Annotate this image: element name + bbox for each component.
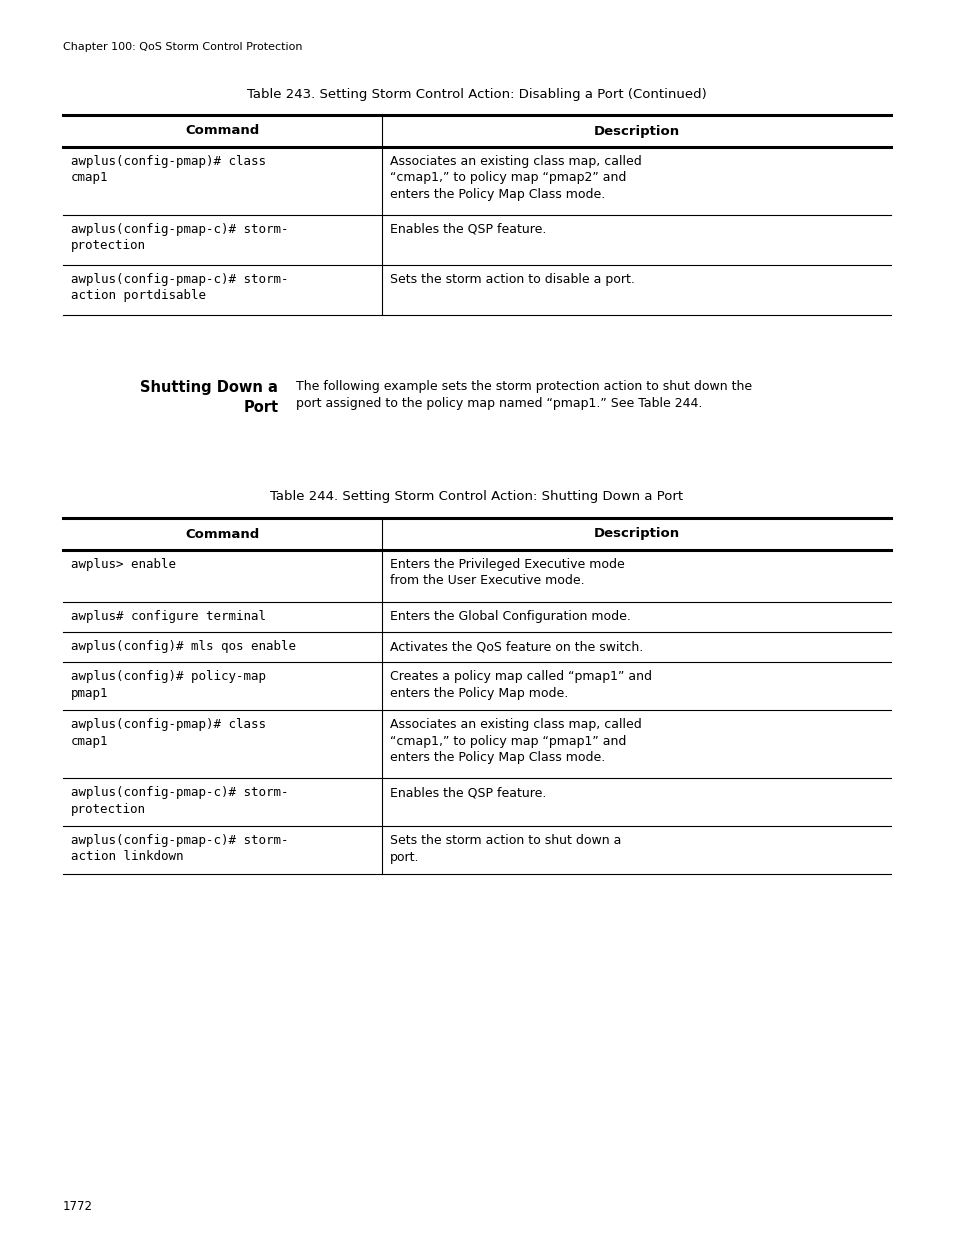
Text: awplus(config)# mls qos enable: awplus(config)# mls qos enable xyxy=(71,640,295,653)
Text: Table 244. Setting Storm Control Action: Shutting Down a Port: Table 244. Setting Storm Control Action:… xyxy=(270,490,683,503)
Text: Enables the QSP feature.: Enables the QSP feature. xyxy=(390,224,545,236)
Text: awplus(config-pmap-c)# storm-
protection: awplus(config-pmap-c)# storm- protection xyxy=(71,785,288,815)
Text: awplus(config-pmap-c)# storm-
action portdisable: awplus(config-pmap-c)# storm- action por… xyxy=(71,273,288,303)
Text: awplus(config-pmap)# class
cmap1: awplus(config-pmap)# class cmap1 xyxy=(71,718,266,747)
Text: Command: Command xyxy=(185,125,259,137)
Text: awplus(config)# policy-map
pmap1: awplus(config)# policy-map pmap1 xyxy=(71,671,266,699)
Text: Enables the QSP feature.: Enables the QSP feature. xyxy=(390,785,545,799)
Text: awplus(config-pmap-c)# storm-
action linkdown: awplus(config-pmap-c)# storm- action lin… xyxy=(71,834,288,863)
Text: 1772: 1772 xyxy=(63,1200,92,1213)
Text: Enters the Global Configuration mode.: Enters the Global Configuration mode. xyxy=(390,610,630,622)
Text: Sets the storm action to disable a port.: Sets the storm action to disable a port. xyxy=(390,273,634,287)
Text: Associates an existing class map, called
“cmap1,” to policy map “pmap1” and
ente: Associates an existing class map, called… xyxy=(390,718,640,764)
Text: Description: Description xyxy=(593,527,679,541)
Text: awplus(config-pmap-c)# storm-
protection: awplus(config-pmap-c)# storm- protection xyxy=(71,224,288,252)
Text: Enters the Privileged Executive mode
from the User Executive mode.: Enters the Privileged Executive mode fro… xyxy=(390,558,624,588)
Text: awplus(config-pmap)# class
cmap1: awplus(config-pmap)# class cmap1 xyxy=(71,156,266,184)
Text: Activates the QoS feature on the switch.: Activates the QoS feature on the switch. xyxy=(390,640,642,653)
Text: Shutting Down a
Port: Shutting Down a Port xyxy=(140,380,278,415)
Text: awplus> enable: awplus> enable xyxy=(71,558,175,571)
Text: Table 243. Setting Storm Control Action: Disabling a Port (Continued): Table 243. Setting Storm Control Action:… xyxy=(247,88,706,101)
Text: Associates an existing class map, called
“cmap1,” to policy map “pmap2” and
ente: Associates an existing class map, called… xyxy=(390,156,640,201)
Text: Sets the storm action to shut down a
port.: Sets the storm action to shut down a por… xyxy=(390,834,620,863)
Text: The following example sets the storm protection action to shut down the
port ass: The following example sets the storm pro… xyxy=(296,380,752,410)
Text: Chapter 100: QoS Storm Control Protection: Chapter 100: QoS Storm Control Protectio… xyxy=(63,42,302,52)
Text: Description: Description xyxy=(593,125,679,137)
Text: awplus# configure terminal: awplus# configure terminal xyxy=(71,610,266,622)
Text: Command: Command xyxy=(185,527,259,541)
Text: Creates a policy map called “pmap1” and
enters the Policy Map mode.: Creates a policy map called “pmap1” and … xyxy=(390,671,651,699)
